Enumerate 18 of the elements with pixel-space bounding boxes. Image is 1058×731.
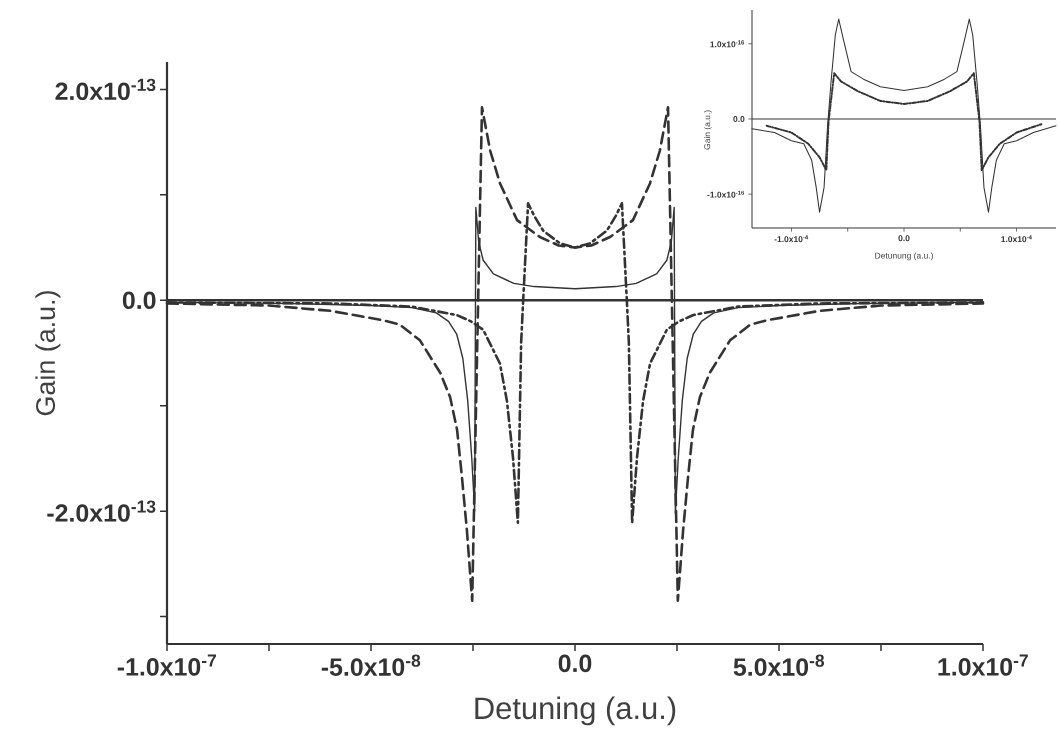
- x-tick-label: -5.0x10$^{-8}$: [321, 654, 421, 676]
- y-tick-label: 2.0x10$^{-13}$: [55, 78, 156, 101]
- x-tick-label: 1.0x10$^{-4}$: [1001, 235, 1032, 243]
- y-tick-label: 1.0x10$^{-16}$: [710, 40, 745, 48]
- x-tick-label: 0.0: [558, 654, 592, 673]
- y-tick-label: 0.0: [733, 116, 745, 122]
- x-axis-title: Detunung (a.u.): [875, 252, 933, 261]
- x-tick-label: 5.0x10$^{-8}$: [733, 654, 825, 676]
- y-tick-label: 0.0: [122, 291, 156, 310]
- x-axis-title: Detuning (a.u.): [475, 696, 676, 726]
- x-tick-label: -1.0x10$^{-7}$: [117, 654, 216, 676]
- x-tick-label: 1.0x10$^{-7}$: [938, 654, 1028, 676]
- y-tick-label: -1.0x10$^{-16}$: [707, 190, 745, 198]
- y-tick-label: -2.0x10$^{-13}$: [47, 500, 156, 522]
- x-tick-label: 0.0: [898, 235, 910, 242]
- y-axis-title: Gain (a.u.): [703, 110, 712, 150]
- x-tick-label: -1.0x10$^{-4}$: [774, 235, 809, 243]
- y-axis-title: Gain (a.u.): [35, 291, 61, 416]
